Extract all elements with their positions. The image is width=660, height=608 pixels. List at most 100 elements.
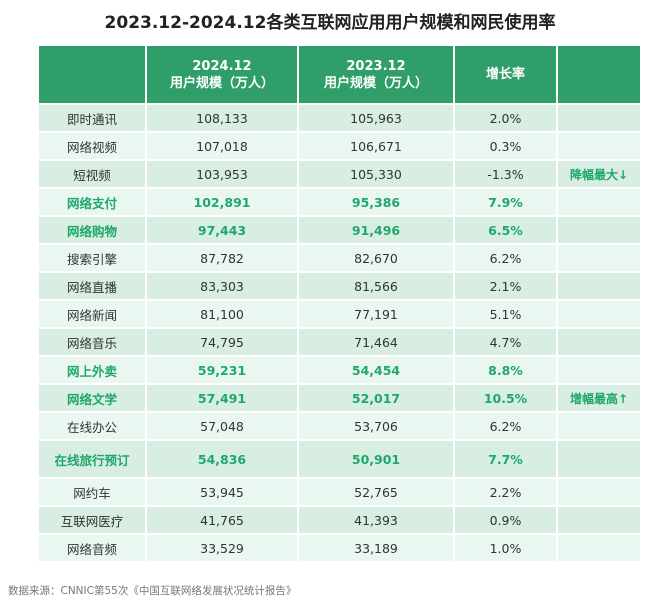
category-cell: 在线旅行预订 (39, 441, 145, 477)
value-2023-cell: 33,189 (299, 535, 453, 561)
category-cell: 在线办公 (39, 413, 145, 439)
table-row: 互联网医疗 41,765 41,393 0.9% (39, 507, 640, 533)
header-2024-date: 2024.12 (192, 58, 252, 74)
note-cell (558, 189, 640, 215)
value-2023-cell: 52,765 (299, 479, 453, 505)
growth-cell: 6.2% (455, 245, 556, 271)
note-cell (558, 507, 640, 533)
value-2023-cell: 41,393 (299, 507, 453, 533)
header-note (558, 46, 640, 103)
growth-cell: 1.0% (455, 535, 556, 561)
value-2024-cell: 54,836 (147, 441, 297, 477)
growth-cell: 8.8% (455, 357, 556, 383)
growth-cell: 7.9% (455, 189, 556, 215)
growth-cell: 10.5% (455, 385, 556, 411)
value-2024-cell: 57,048 (147, 413, 297, 439)
header-2024: 2024.12 用户规模（万人） (147, 46, 297, 103)
note-cell (558, 301, 640, 327)
note-cell: 增幅最高↑ (558, 385, 640, 411)
value-2024-cell: 74,795 (147, 329, 297, 355)
table-row: 网络视频 107,018 106,671 0.3% (39, 133, 640, 159)
note-cell (558, 133, 640, 159)
value-2023-cell: 81,566 (299, 273, 453, 299)
note-cell (558, 357, 640, 383)
value-2023-cell: 52,017 (299, 385, 453, 411)
source-note: 数据来源：CNNIC第55次《中国互联网络发展状况统计报告》 (8, 585, 297, 597)
note-cell (558, 105, 640, 131)
page-title: 2023.12-2024.12各类互联网应用用户规模和网民使用率 (104, 13, 556, 33)
table-row: 即时通讯 108,133 105,963 2.0% (39, 105, 640, 131)
category-cell: 网络音频 (39, 535, 145, 561)
header-2023-date: 2023.12 (346, 58, 406, 74)
table-row: 网络直播 83,303 81,566 2.1% (39, 273, 640, 299)
value-2024-cell: 57,491 (147, 385, 297, 411)
growth-cell: 2.2% (455, 479, 556, 505)
category-cell: 网上外卖 (39, 357, 145, 383)
data-table: 2024.12 用户规模（万人） 2023.12 用户规模（万人） 增长率 即时通讯… (37, 44, 642, 563)
value-2024-cell: 102,891 (147, 189, 297, 215)
note-cell (558, 535, 640, 561)
value-2024-cell: 87,782 (147, 245, 297, 271)
growth-cell: 4.7% (455, 329, 556, 355)
growth-cell: 2.1% (455, 273, 556, 299)
category-cell: 网络购物 (39, 217, 145, 243)
note-cell (558, 329, 640, 355)
header-growth: 增长率 (455, 46, 556, 103)
header-2024-unit: 用户规模（万人） (169, 75, 274, 91)
category-cell: 网约车 (39, 479, 145, 505)
header-2023-unit: 用户规模（万人） (323, 75, 428, 91)
value-2023-cell: 54,454 (299, 357, 453, 383)
value-2024-cell: 41,765 (147, 507, 297, 533)
note-cell (558, 479, 640, 505)
category-cell: 搜索引擎 (39, 245, 145, 271)
value-2023-cell: 77,191 (299, 301, 453, 327)
value-2024-cell: 108,133 (147, 105, 297, 131)
header-2023: 2023.12 用户规模（万人） (299, 46, 453, 103)
category-cell: 网络直播 (39, 273, 145, 299)
note-cell (558, 217, 640, 243)
table-row: 在线办公 57,048 53,706 6.2% (39, 413, 640, 439)
category-cell: 网络新闻 (39, 301, 145, 327)
value-2023-cell: 106,671 (299, 133, 453, 159)
value-2024-cell: 81,100 (147, 301, 297, 327)
table-row: 网络购物 97,443 91,496 6.5% (39, 217, 640, 243)
growth-cell: 2.0% (455, 105, 556, 131)
value-2023-cell: 82,670 (299, 245, 453, 271)
table-row: 搜索引擎 87,782 82,670 6.2% (39, 245, 640, 271)
value-2023-cell: 105,330 (299, 161, 453, 187)
value-2024-cell: 97,443 (147, 217, 297, 243)
category-cell: 短视频 (39, 161, 145, 187)
category-cell: 网络支付 (39, 189, 145, 215)
category-cell: 互联网医疗 (39, 507, 145, 533)
note-cell (558, 413, 640, 439)
header-row: 2024.12 用户规模（万人） 2023.12 用户规模（万人） 增长率 (39, 46, 640, 103)
value-2023-cell: 50,901 (299, 441, 453, 477)
note-cell (558, 273, 640, 299)
category-cell: 网络文学 (39, 385, 145, 411)
table-row: 网络文学 57,491 52,017 10.5% 增幅最高↑ (39, 385, 640, 411)
category-cell: 即时通讯 (39, 105, 145, 131)
note-cell (558, 245, 640, 271)
growth-cell: 6.2% (455, 413, 556, 439)
value-2023-cell: 95,386 (299, 189, 453, 215)
value-2024-cell: 103,953 (147, 161, 297, 187)
value-2024-cell: 59,231 (147, 357, 297, 383)
value-2024-cell: 53,945 (147, 479, 297, 505)
table-row: 网上外卖 59,231 54,454 8.8% (39, 357, 640, 383)
value-2023-cell: 53,706 (299, 413, 453, 439)
category-cell: 网络视频 (39, 133, 145, 159)
note-cell: 降幅最大↓ (558, 161, 640, 187)
category-cell: 网络音乐 (39, 329, 145, 355)
value-2024-cell: 33,529 (147, 535, 297, 561)
table-row: 短视频 103,953 105,330 -1.3% 降幅最大↓ (39, 161, 640, 187)
value-2024-cell: 83,303 (147, 273, 297, 299)
table-row: 网络新闻 81,100 77,191 5.1% (39, 301, 640, 327)
table-row: 网络音频 33,529 33,189 1.0% (39, 535, 640, 561)
table-row: 在线旅行预订 54,836 50,901 7.7% (39, 441, 640, 477)
header-category (39, 46, 145, 103)
growth-cell: 7.7% (455, 441, 556, 477)
growth-cell: -1.3% (455, 161, 556, 187)
growth-cell: 0.3% (455, 133, 556, 159)
growth-cell: 6.5% (455, 217, 556, 243)
value-2023-cell: 71,464 (299, 329, 453, 355)
